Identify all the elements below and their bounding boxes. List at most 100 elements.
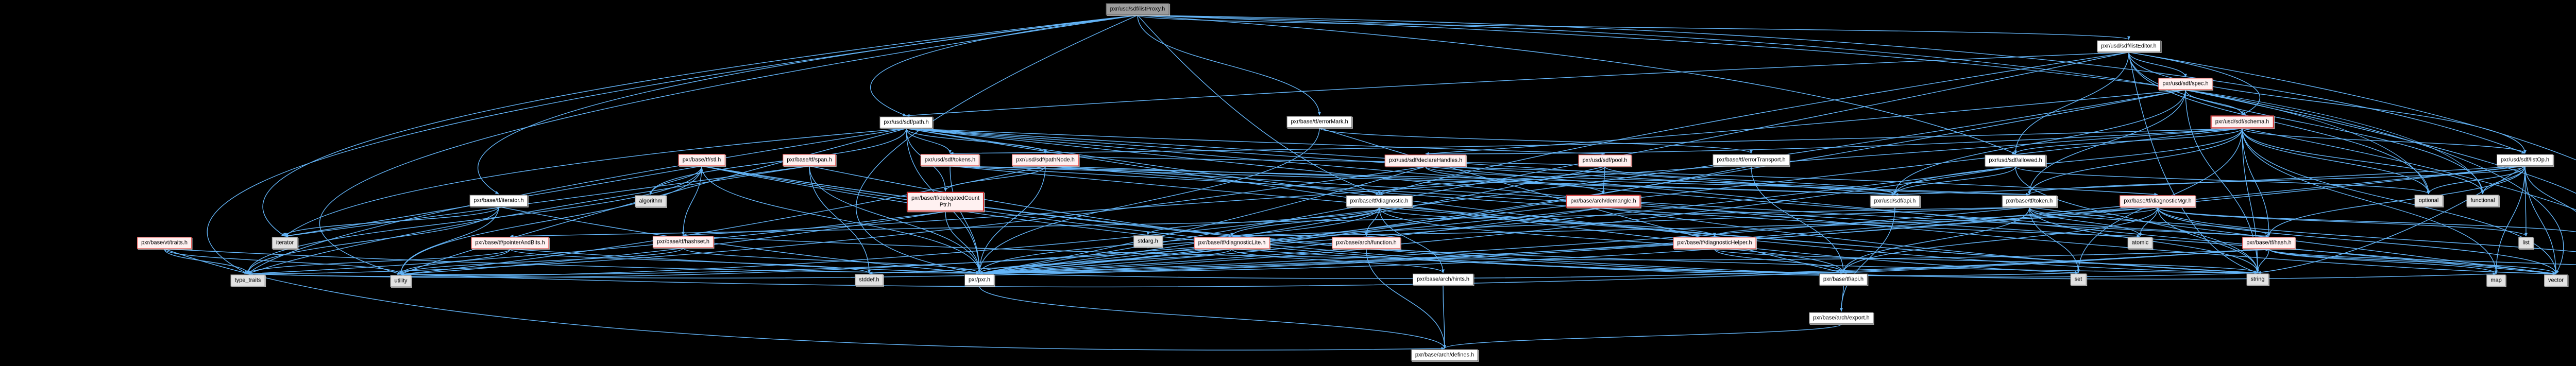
include-edge-allowed-optional: [2015, 166, 2430, 195]
include-edge-listEditor-spec: [2128, 52, 2187, 78]
graph-node-tfHash[interactable]: pxr/base/tf/hash.h: [2242, 237, 2296, 249]
graph-node-sdfApi[interactable]: pxr/usd/sdf/api.h: [1870, 195, 1920, 207]
include-edge-diagnosticMgr-tfApi: [1842, 207, 2158, 273]
graph-node-errorTransport[interactable]: pxr/base/tf/errorTransport.h: [1713, 154, 1790, 166]
graph-node-path[interactable]: pxr/usd/sdf/path.h: [879, 116, 933, 129]
include-edge-stl-pxrH: [701, 166, 981, 274]
include-edge-schema-functional: [2242, 128, 2484, 195]
graph-node-archExport[interactable]: pxr/base/arch/export.h: [1809, 312, 1874, 324]
include-edge-path-iteratorStd: [284, 128, 907, 237]
include-edge-spec-declareHandles: [1425, 89, 2186, 155]
include-edge-tfHash-string: [2256, 249, 2269, 273]
graph-node-optional[interactable]: optional: [2414, 195, 2443, 207]
include-edge-listProxy-typeTraits: [207, 14, 1138, 274]
include-edge-path-tfToken: [906, 128, 2030, 196]
graph-node-tokens[interactable]: pxr/usd/sdf/tokens.h: [920, 154, 980, 166]
graph-node-demangle[interactable]: pxr/base/arch/demangle.h: [1566, 195, 1641, 208]
include-edge-diagnostic-tfApi: [1379, 207, 1845, 273]
graph-node-functional[interactable]: functional: [2466, 195, 2499, 207]
graph-node-delegatedCountPtr[interactable]: pxr/base/tf/delegatedCount Ptr.h: [906, 191, 985, 212]
graph-node-tfToken[interactable]: pxr/base/tf/token.h: [2002, 195, 2057, 207]
include-edge-diagnostic-diagnosticLite: [1230, 207, 1380, 237]
graph-node-schema[interactable]: pxr/usd/sdf/schema.h: [2210, 115, 2274, 129]
graph-node-diagnosticLite[interactable]: pxr/base/tf/diagnosticLite.h: [1194, 237, 1270, 249]
include-edge-pool-demangle: [1602, 166, 1605, 195]
include-edge-schema-tokens: [950, 128, 2243, 155]
include-edge-diagnosticMgr-diagnosticLite: [1231, 206, 2158, 238]
include-edge-diagnosticMgr-memory: [2157, 207, 2576, 252]
graph-node-algorithm[interactable]: algorithm: [635, 195, 667, 207]
include-edge-schema-map: [2242, 128, 2498, 274]
graph-node-map[interactable]: map: [2486, 274, 2506, 287]
include-edge-declareHandles-demangle: [1425, 166, 1605, 195]
include-edge-pool-pxrH: [979, 166, 1605, 275]
include-edge-allowed-sdfApi: [1893, 166, 2016, 195]
graph-node-vtTraits[interactable]: pxr/base/vt/traits.h: [137, 237, 192, 249]
include-edge-tfHash-map: [2268, 248, 2498, 274]
graph-node-iteratorStd[interactable]: iterator: [272, 237, 298, 249]
include-edge-diagnosticLite-pxrH: [978, 248, 1232, 274]
graph-node-pool[interactable]: pxr/usd/sdf/pool.h: [1578, 154, 1632, 167]
graph-node-pxrH[interactable]: pxr/pxr.h: [964, 274, 995, 286]
include-edge-path-pool: [906, 128, 1605, 155]
graph-node-listEditor[interactable]: pxr/usd/sdf/listEditor.h: [2097, 40, 2161, 53]
graph-node-stdarg[interactable]: stdarg.h: [1133, 235, 1162, 248]
graph-node-spec[interactable]: pxr/usd/sdf/spec.h: [2158, 78, 2213, 90]
include-edge-errorTransport-pxrH: [979, 165, 1752, 275]
graph-node-stl[interactable]: pxr/base/tf/stl.h: [678, 154, 725, 166]
include-edge-listProxy-errorMark: [1137, 15, 1321, 116]
include-edge-pointerAndBits-typeTraits: [246, 248, 511, 274]
include-edge-hashset-tfHash: [683, 235, 2269, 260]
include-edge-delegatedCountPtr-pxrH: [945, 212, 981, 274]
graph-node-diagnostic[interactable]: pxr/base/tf/diagnostic.h: [1346, 195, 1413, 207]
graph-node-span[interactable]: pxr/base/tf/span.h: [783, 154, 836, 166]
include-edge-pointerAndBits-stddef: [510, 248, 871, 274]
include-edge-listProxy-listEditor: [1137, 14, 2130, 40]
graph-node-diagnosticHelper[interactable]: pxr/base/tf/diagnosticHelper.h: [1673, 237, 1756, 249]
include-edge-pool-sdfApi: [1604, 166, 1896, 195]
include-edge-listProxy-functional: [1137, 14, 2484, 195]
graph-node-listProxy[interactable]: pxr/usd/sdf/listProxy.h: [1106, 3, 1170, 15]
include-edge-hashset-pxrH: [683, 247, 981, 274]
graph-node-declareHandles[interactable]: pxr/usd/sdf/declareHandles.h: [1384, 154, 1467, 167]
include-edge-tfIterator-utility: [399, 206, 499, 275]
graph-node-utility[interactable]: utility: [390, 275, 412, 287]
graph-node-diagnosticMgr[interactable]: pxr/base/tf/diagnosticMgr.h: [2120, 195, 2196, 207]
graph-node-hashset[interactable]: pxr/base/tf/hashset.h: [652, 236, 714, 248]
include-edge-pathNode-tfHash: [1045, 165, 2269, 238]
graph-node-archFunction[interactable]: pxr/base/arch/function.h: [1332, 237, 1401, 249]
include-edge-path-typeTraits: [247, 128, 907, 274]
include-edge-diagnosticMgr-pxrH: [979, 206, 2158, 275]
graph-node-pathNode[interactable]: pxr/usd/sdf/pathNode.h: [1012, 154, 1079, 166]
include-edge-tfToken-pxrH: [979, 206, 2030, 275]
include-edge-pathNode-delegatedCountPtr: [944, 166, 1046, 191]
graph-node-allowed[interactable]: pxr/usd/sdf/allowed.h: [1985, 154, 2046, 167]
include-edge-stl-typeTraits: [246, 166, 702, 274]
graph-node-errorMark[interactable]: pxr/base/tf/errorMark.h: [1286, 116, 1352, 128]
include-edge-tfToken-pointerAndBits: [510, 206, 2030, 238]
graph-node-pointerAndBits[interactable]: pxr/base/tf/pointerAndBits.h: [471, 237, 549, 249]
include-edge-span-typeTraits: [247, 165, 810, 274]
graph-node-hints[interactable]: pxr/base/arch/hints.h: [1412, 273, 1474, 286]
graph-node-tfIterator[interactable]: pxr/base/tf/iterator.h: [469, 195, 528, 207]
graph-node-listOp[interactable]: pxr/usd/sdf/listOp.h: [2496, 154, 2554, 166]
graph-node-tfApi[interactable]: pxr/base/tf/api.h: [1819, 273, 1868, 286]
graph-node-list[interactable]: list: [2518, 237, 2534, 249]
graph-node-vector[interactable]: vector: [2544, 274, 2568, 287]
include-edge-allowed-utility: [400, 166, 2016, 276]
include-edge-spec-sdfApi: [1893, 90, 2186, 195]
graph-node-typeTraits[interactable]: type_traits: [230, 274, 265, 287]
graph-node-atomic[interactable]: atomic: [2127, 237, 2153, 249]
include-edge-schema-string: [2242, 128, 2259, 273]
graph-node-set[interactable]: set: [2070, 273, 2087, 286]
graph-node-string[interactable]: string: [2246, 273, 2269, 286]
include-edge-listEditor-allowed: [2014, 52, 2129, 154]
include-edge-spec-vector: [2185, 89, 2564, 274]
include-edge-listEditor-path: [906, 51, 2129, 117]
graph-node-stddef[interactable]: stddef.h: [855, 274, 884, 286]
include-edge-pathNode-sdfApi: [1045, 165, 1895, 196]
graph-node-defines[interactable]: pxr/base/arch/defines.h: [1411, 349, 1479, 361]
include-edge-listEditor-pxrH: [979, 51, 2129, 274]
include-edge-hashset-utility: [399, 247, 684, 275]
